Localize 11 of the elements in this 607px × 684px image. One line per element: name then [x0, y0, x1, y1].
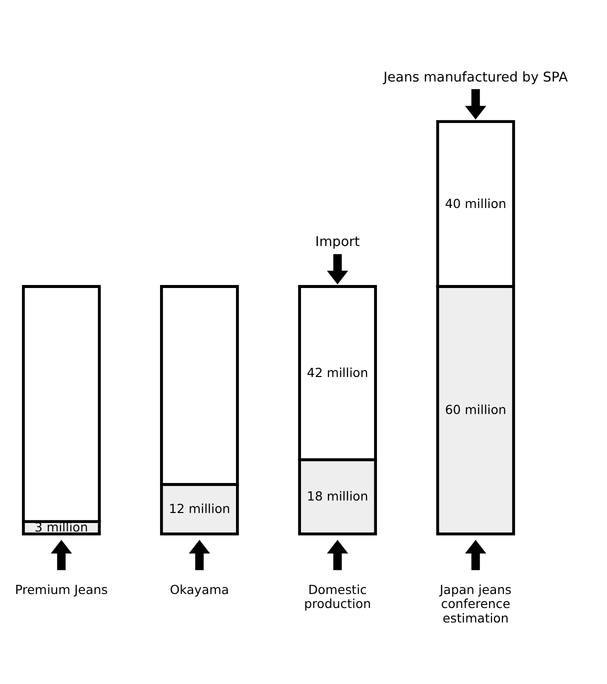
- data-label: 60 million: [444, 402, 506, 418]
- annotation: Jeans manufactured by SPA: [382, 70, 569, 86]
- x-tick-label: Japan jeans conference estimation: [438, 582, 512, 626]
- data-label: 12 million: [168, 500, 230, 516]
- data-label: 40 million: [444, 196, 506, 211]
- x-tick-label: Okayama: [170, 582, 230, 597]
- annotation: Import: [315, 235, 360, 250]
- data-label: 42 million: [306, 364, 368, 380]
- x-tick-label: Premium Jeans: [15, 582, 108, 597]
- data-label: 18 million: [306, 488, 368, 504]
- x-tick-label: Domestic production: [304, 582, 371, 612]
